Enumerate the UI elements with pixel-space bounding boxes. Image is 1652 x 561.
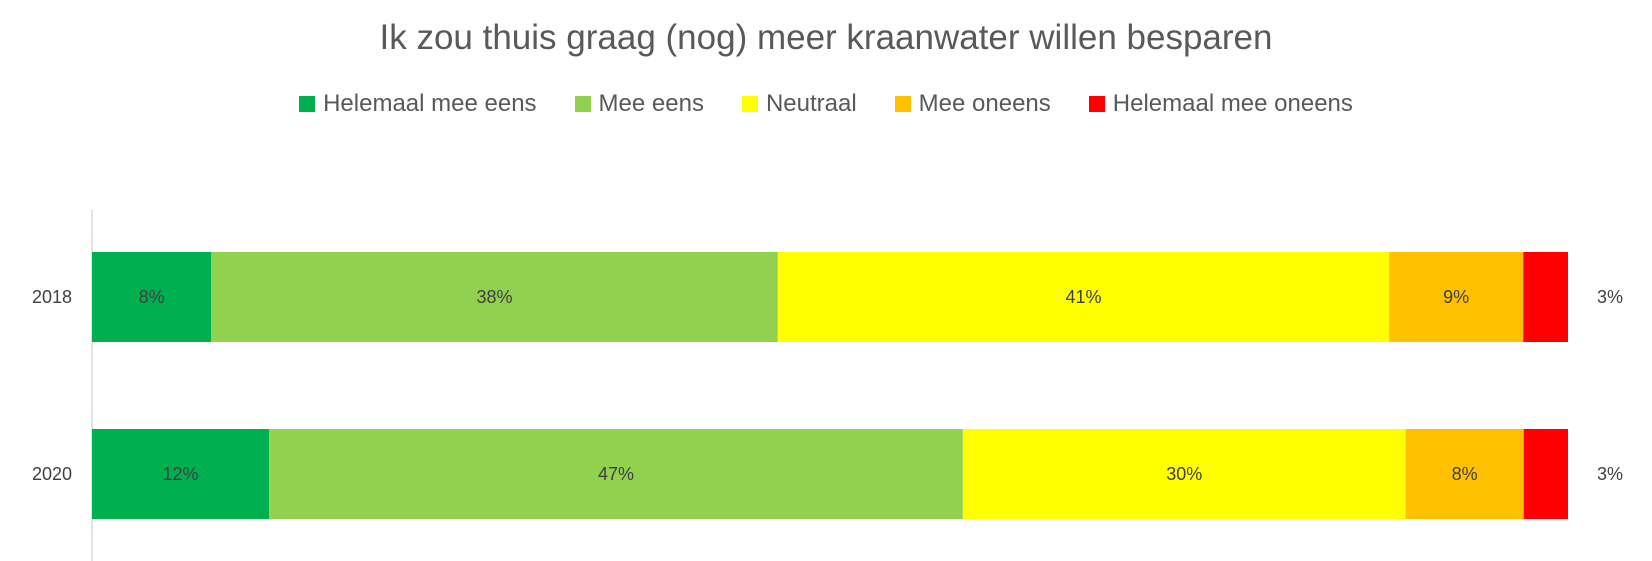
data-label: 3% bbox=[1597, 287, 1623, 307]
legend-item: Neutraal bbox=[741, 90, 857, 118]
legend-label: Helemaal mee oneens bbox=[1112, 90, 1353, 117]
legend-item: Mee oneens bbox=[894, 90, 1051, 118]
bar-segment bbox=[211, 252, 778, 342]
data-label: 8% bbox=[1452, 464, 1478, 484]
legend-label: Mee oneens bbox=[918, 90, 1051, 117]
chart-title: Ik zou thuis graag (nog) meer kraanwater… bbox=[379, 18, 1273, 57]
bar-segment bbox=[92, 429, 270, 519]
data-label: 12% bbox=[163, 464, 199, 484]
data-label: 3% bbox=[1597, 464, 1623, 484]
bar-segment bbox=[962, 429, 1406, 519]
legend-label: Mee eens bbox=[598, 90, 704, 117]
data-label: 41% bbox=[1065, 287, 1101, 307]
legend-label: Neutraal bbox=[765, 90, 857, 117]
data-label: 47% bbox=[598, 464, 634, 484]
legend-swatch bbox=[299, 96, 316, 112]
legend-item: Helemaal mee oneens bbox=[1088, 90, 1353, 118]
legend-label: Helemaal mee eens bbox=[323, 90, 537, 117]
bar-segment bbox=[777, 252, 1390, 342]
legend-swatch bbox=[574, 96, 591, 112]
legend-swatch bbox=[894, 96, 911, 112]
bar-segment bbox=[269, 429, 963, 519]
bar-segment bbox=[1405, 429, 1524, 519]
legend-item: Mee eens bbox=[574, 90, 704, 118]
legend-item: Helemaal mee eens bbox=[299, 90, 537, 118]
bar-segment bbox=[1523, 252, 1568, 342]
y-tick-label: 2020 bbox=[32, 464, 72, 484]
legend-swatch bbox=[1088, 96, 1105, 112]
bar-segment bbox=[1389, 252, 1524, 342]
legend-swatch bbox=[741, 96, 758, 112]
data-label: 9% bbox=[1443, 287, 1469, 307]
data-label: 38% bbox=[477, 287, 513, 307]
data-label: 30% bbox=[1166, 464, 1202, 484]
bar-segment bbox=[92, 252, 212, 342]
chart-legend: Helemaal mee eens Mee eens Neutraal Mee one… bbox=[0, 90, 1652, 118]
bar-segment bbox=[1523, 429, 1568, 519]
data-label: 8% bbox=[139, 287, 165, 307]
y-tick-label: 2018 bbox=[32, 287, 72, 307]
